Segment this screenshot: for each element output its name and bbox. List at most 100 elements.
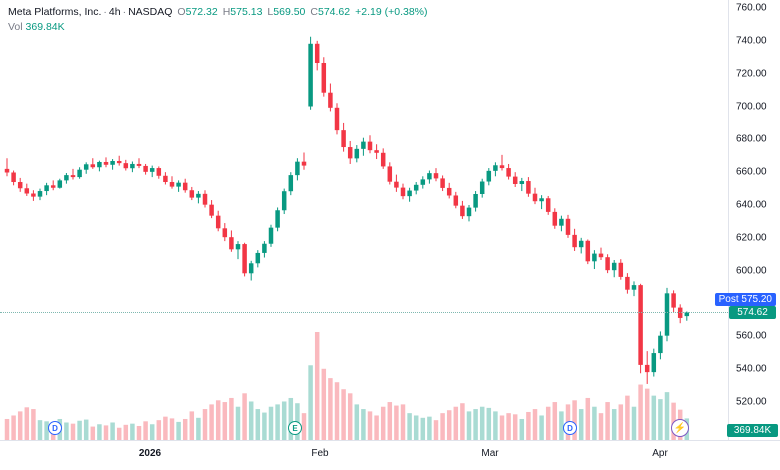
candle-body <box>189 190 195 198</box>
candle-body <box>394 181 399 188</box>
low-key: L <box>267 6 274 18</box>
candle-body <box>638 285 643 365</box>
open-key: O <box>177 6 186 18</box>
post-label: Post <box>718 293 739 305</box>
volume-bar <box>97 424 102 440</box>
volume-bar <box>394 405 399 440</box>
candle-body <box>539 198 544 202</box>
volume-bar <box>182 418 188 440</box>
volume-bar <box>506 413 511 440</box>
candle-body <box>17 182 23 189</box>
volume-bar <box>248 401 254 440</box>
candle-body <box>176 182 181 187</box>
candle-body <box>367 141 373 151</box>
candle-body <box>572 234 577 248</box>
volume-bar <box>110 422 115 440</box>
volume-bar <box>552 402 558 440</box>
interval-label[interactable]: 4h <box>108 6 121 18</box>
volume-bar <box>651 395 657 440</box>
volume-bar <box>572 400 577 440</box>
volume-bar <box>229 397 234 440</box>
earnings-marker-icon[interactable]: E <box>288 421 302 435</box>
candle-body <box>552 211 558 226</box>
volume-bar <box>314 332 320 440</box>
volume-bar <box>433 420 439 440</box>
symbol-row: Meta Platforms, Inc. · 4h · NASDAQ O572.32 H57… <box>8 5 428 19</box>
candle-body <box>618 262 624 277</box>
volume-bar <box>31 409 36 440</box>
volume-bar <box>268 406 274 440</box>
volume-bar <box>288 397 294 440</box>
symbol-name[interactable]: Meta Platforms, Inc. <box>8 6 102 18</box>
candle-body <box>31 193 36 197</box>
candle-body <box>50 185 56 188</box>
volume-bar <box>116 427 122 440</box>
candle-body <box>473 194 478 208</box>
time-tick-label: 2026 <box>138 448 162 459</box>
candle-body <box>664 293 670 336</box>
candle-body <box>328 92 333 108</box>
candle-body <box>229 237 234 250</box>
volume-bar <box>202 409 208 440</box>
separator: · <box>103 6 107 18</box>
volume-bar <box>440 413 445 440</box>
volume-bar <box>486 407 492 440</box>
time-tick-label: Mar <box>481 448 499 459</box>
volume-bar <box>11 415 16 440</box>
volume-bar <box>354 404 360 440</box>
volume-value: 369.84K <box>25 21 65 33</box>
volume-bar <box>664 392 670 440</box>
volume-bar <box>334 382 340 440</box>
candle-body <box>400 187 406 197</box>
candle-body <box>625 276 630 290</box>
volume-bar <box>367 411 373 440</box>
candle-body <box>446 187 452 196</box>
candle-body <box>347 147 353 159</box>
candle-body <box>123 163 129 169</box>
volume-bar <box>605 402 610 440</box>
candlestick-plot[interactable]: Meta Platforms, Inc. · 4h · NASDAQ O572.32 H57… <box>0 0 728 440</box>
volume-bar <box>473 409 478 440</box>
volume-bar <box>136 425 142 440</box>
volume-bar <box>519 418 525 440</box>
volume-bar <box>638 384 643 440</box>
time-tick-label: Feb <box>311 448 329 459</box>
volume-bar <box>427 416 432 440</box>
candle-body <box>578 240 584 248</box>
volume-bar <box>387 402 393 440</box>
volume-bar <box>83 419 89 440</box>
candle-body <box>354 148 360 159</box>
time-axis[interactable]: 2026 Feb Mar Apr <box>0 440 780 470</box>
candle-body <box>460 205 465 217</box>
volume-bar <box>70 423 76 440</box>
candle-body <box>585 240 591 262</box>
candle-body <box>130 163 135 169</box>
volume-bar <box>512 414 518 440</box>
candle-body <box>321 62 327 93</box>
candles-svg[interactable] <box>0 0 728 440</box>
candle-body <box>380 152 386 167</box>
event-marker-icon[interactable]: ⚡ <box>671 419 689 437</box>
price-axis[interactable]: 760.00 740.00 720.00 700.00 680.00 660.00 640.… <box>728 0 780 440</box>
volume-bar <box>413 415 419 440</box>
candle-body <box>268 227 274 244</box>
candle-body <box>519 181 525 184</box>
close-key: C <box>310 6 318 18</box>
candle-body <box>295 161 300 176</box>
candle-body <box>545 198 551 212</box>
dividend-marker-icon[interactable]: D <box>563 421 577 435</box>
volume-bar <box>255 409 261 440</box>
volume-bar <box>64 422 69 440</box>
candle-body <box>559 218 564 226</box>
volume-bar <box>545 406 551 440</box>
candle-body <box>433 173 439 179</box>
candle-body <box>499 165 505 169</box>
candle-body <box>97 161 102 168</box>
dividend-marker-icon[interactable]: D <box>48 421 62 435</box>
candle-body <box>631 285 637 290</box>
volume-bar <box>17 411 23 440</box>
candle-body <box>281 191 287 211</box>
volume-bar <box>658 399 663 440</box>
volume-bar <box>407 413 412 440</box>
